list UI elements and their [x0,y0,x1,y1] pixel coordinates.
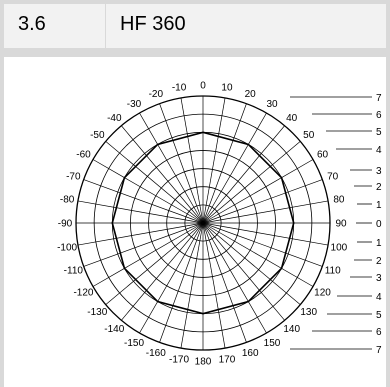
angle-label: -130 [87,307,107,318]
scale-label: 7 [376,93,382,104]
angle-label: 70 [327,171,339,182]
angle-label: 100 [331,242,348,253]
scale-label: 4 [376,145,382,156]
angle-label: 160 [242,348,259,359]
angle-label: 90 [335,219,347,230]
angle-label: 30 [266,99,278,110]
scale-label: 2 [376,256,382,267]
scale-label: 7 [376,345,382,356]
angle-label: 150 [264,338,281,349]
angle-label: 50 [303,130,315,141]
angle-label: 130 [300,307,317,318]
angle-label: -10 [172,83,187,94]
angle-label: -160 [146,348,166,359]
angle-label: -110 [64,266,84,277]
scale-label: 6 [376,327,382,338]
angle-label: 120 [314,288,331,299]
angle-label: 0 [200,81,206,92]
scale-label: 5 [376,127,382,138]
angle-label: -80 [60,195,75,206]
angle-label: -150 [124,338,144,349]
angle-label: -40 [107,113,122,124]
angle-label: 80 [333,195,345,206]
angle-label: 60 [317,150,329,161]
angle-label: 180 [195,357,212,368]
scale-label: 0 [376,219,382,230]
polar-grid [76,96,330,350]
angle-label: 20 [245,89,257,100]
angle-label: 10 [221,83,233,94]
scale-label: 4 [376,292,382,303]
angle-label: -100 [57,242,77,253]
angle-label: -170 [169,354,189,365]
scale-label: 2 [376,182,382,193]
angle-label: 110 [325,266,341,277]
angle-label: -90 [58,219,73,230]
angle-label: -120 [73,288,93,299]
angle-label: -60 [76,150,91,161]
angle-label: -20 [149,89,164,100]
scale-label: 1 [376,238,382,249]
scale-label: 6 [376,110,382,121]
scale-label: 1 [376,200,382,211]
angle-label: 140 [283,324,300,335]
angle-label: -30 [127,99,142,110]
scale-label: 3 [376,273,382,284]
angle-label: -70 [66,171,81,182]
scale-label: 5 [376,310,382,321]
angle-label: 40 [286,113,298,124]
angle-label: -140 [104,324,124,335]
angle-label: 170 [219,354,236,365]
angle-label: -50 [90,130,105,141]
scale-label: 3 [376,166,382,177]
